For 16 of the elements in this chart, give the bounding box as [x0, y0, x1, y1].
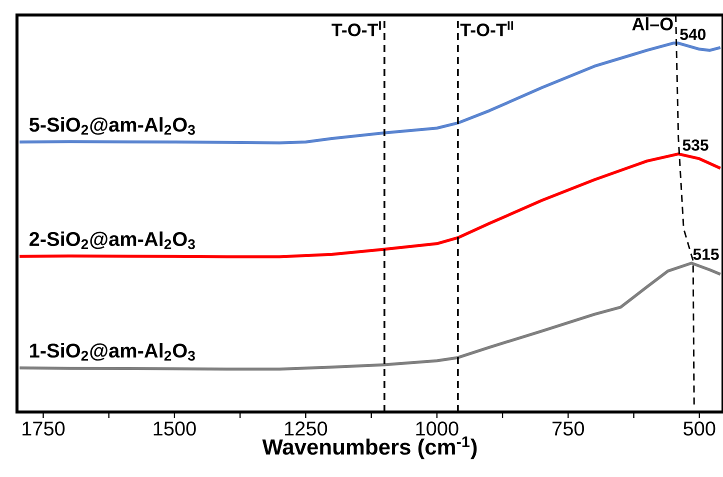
- x-tick-label: 1000: [416, 422, 458, 436]
- series-label: 5-SiO$_{2}$@am-Al$_{2}$O$_{3}$: [29, 117, 195, 135]
- x-tick-label: 500: [684, 422, 716, 436]
- series-label: Al–O: [632, 17, 673, 30]
- series-label: 1-SiO$_{2}$@am-Al$_{2}$O$_{3}$: [30, 343, 195, 361]
- ref-line-label: T-O-T$^{II}$: [460, 21, 514, 36]
- annotation: 515: [693, 248, 719, 260]
- annotation: 535: [682, 139, 708, 151]
- annotation: 540: [680, 28, 706, 40]
- x-axis-title: Wavenumbers (cm$^{-1}$): [262, 436, 477, 460]
- series-label: 2-SiO$_{2}$@am-Al$_{2}$O$_{3}$: [30, 231, 195, 250]
- ref-line-label: T-O-T$^{I}$: [332, 21, 381, 36]
- x-tick-label: 1500: [154, 422, 196, 436]
- x-tick-label: 1250: [285, 422, 328, 436]
- x-tick-label: 1750: [22, 422, 65, 436]
- x-tick-label: 750: [552, 422, 584, 436]
